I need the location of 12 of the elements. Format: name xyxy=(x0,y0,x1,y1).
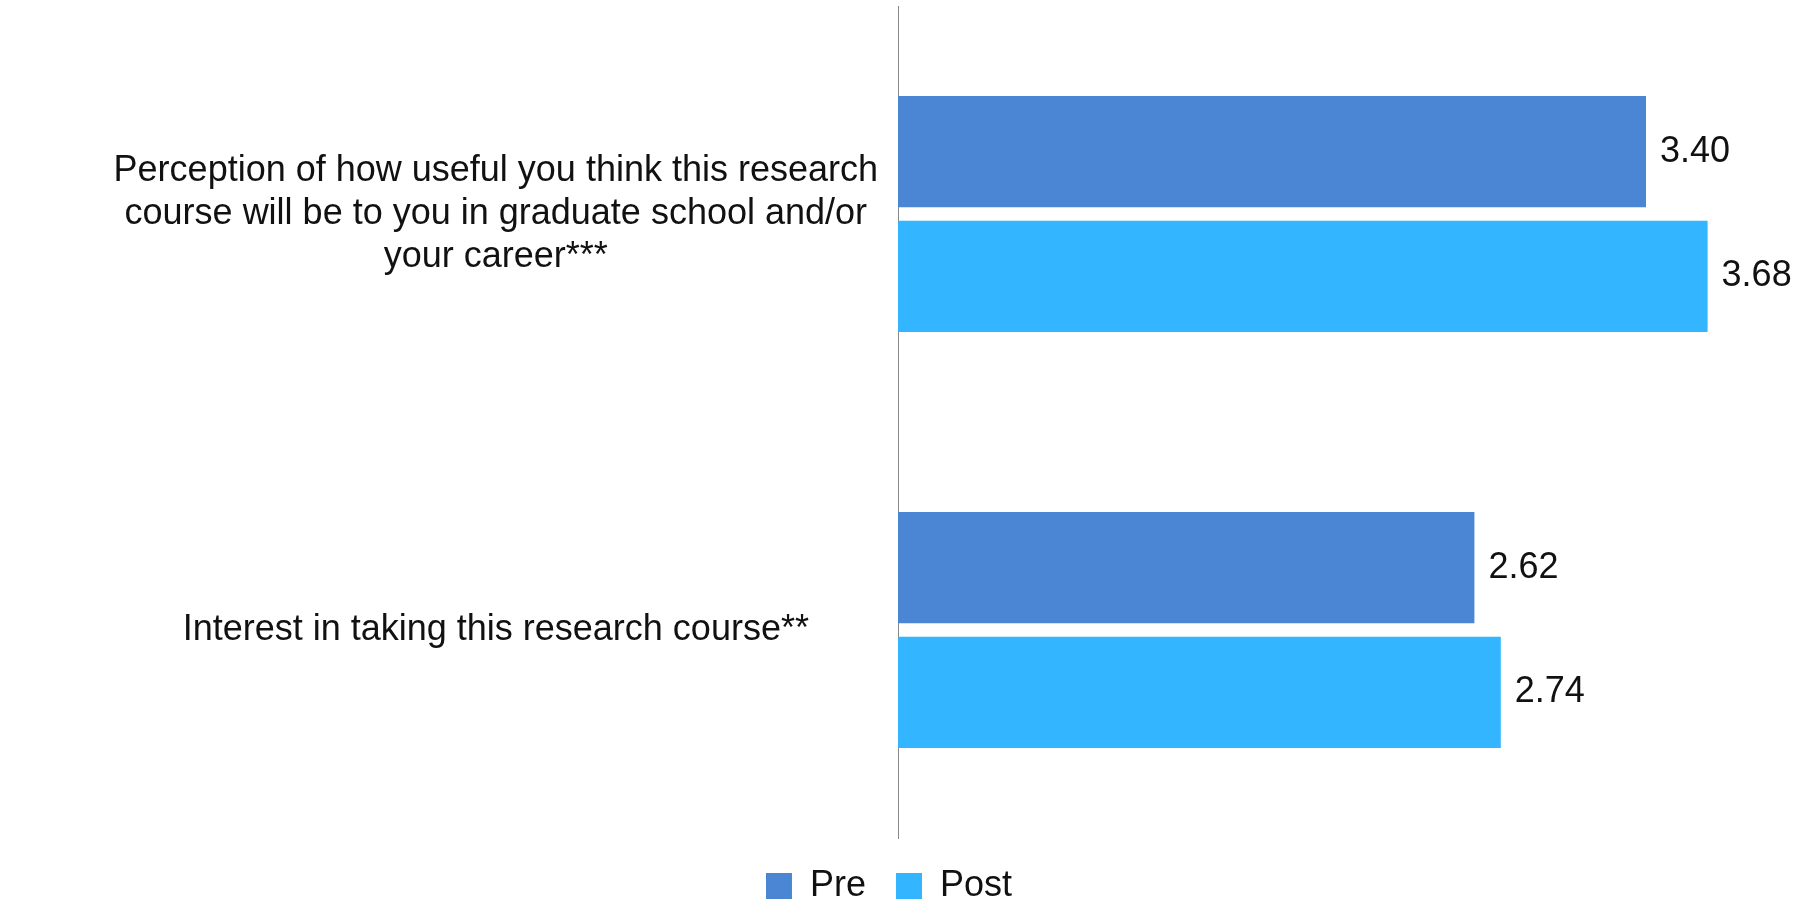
data-label: 3.40 xyxy=(1660,128,1731,170)
bar xyxy=(898,636,1501,748)
bar xyxy=(898,220,1708,332)
data-label: 2.62 xyxy=(1488,544,1559,586)
data-label: 3.68 xyxy=(1721,253,1792,295)
y-tick-label: Perception of how useful you think this research course will be to you in graduate school and/or your career*** xyxy=(113,147,878,276)
bar xyxy=(898,512,1475,624)
legend-label: Post xyxy=(939,862,1013,904)
legend-label: Pre xyxy=(809,862,866,904)
y-tick-label: Interest in taking this research course** xyxy=(182,606,809,648)
data-label: 2.74 xyxy=(1514,669,1585,711)
bar xyxy=(898,96,1646,208)
